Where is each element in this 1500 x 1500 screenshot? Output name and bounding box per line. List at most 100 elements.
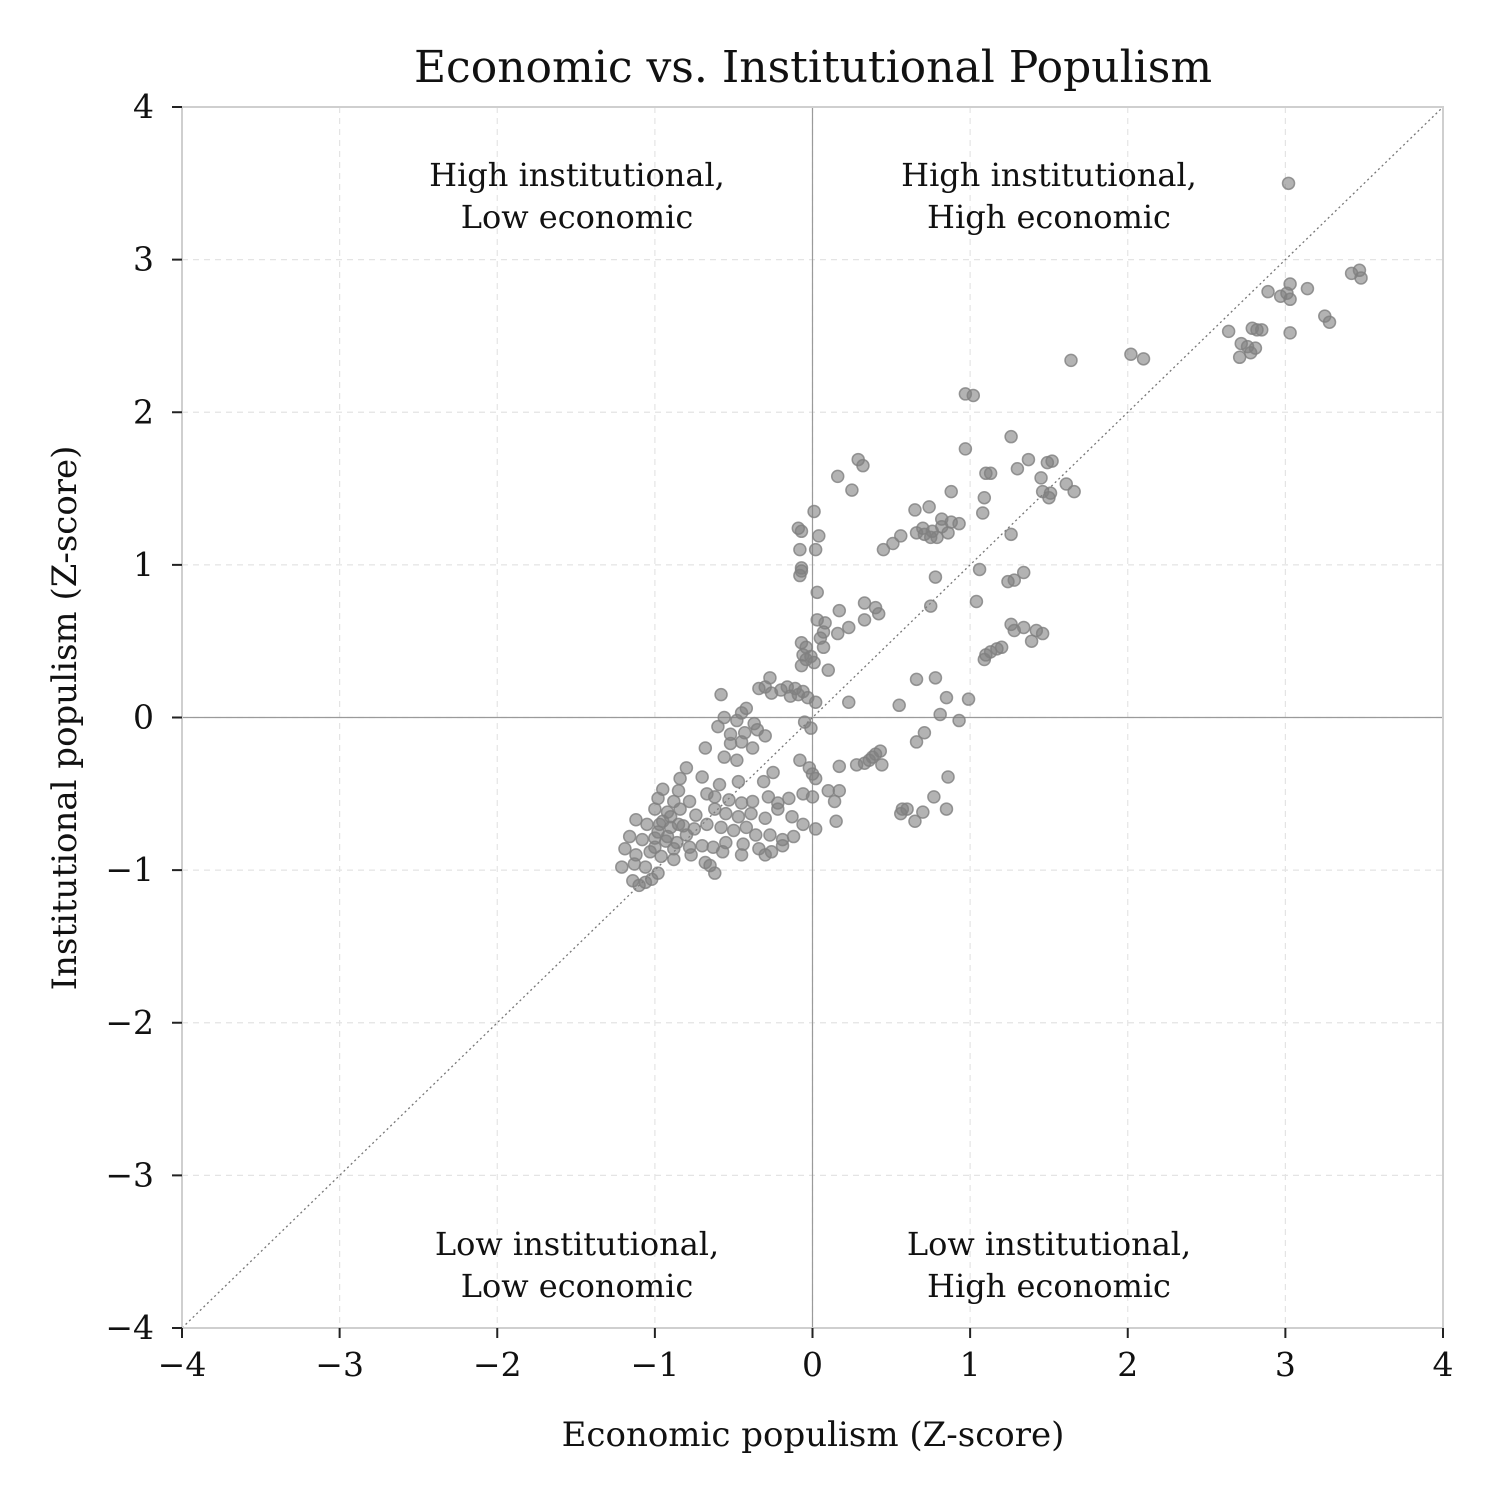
data-point bbox=[933, 707, 947, 722]
data-point bbox=[952, 713, 966, 728]
data-point bbox=[793, 568, 807, 583]
data-point bbox=[1004, 429, 1018, 444]
data-point bbox=[775, 838, 790, 853]
reference-lines bbox=[181, 106, 1444, 1329]
data-point bbox=[810, 585, 824, 600]
y-tick-label: 1 bbox=[133, 545, 154, 584]
y-tick-label: 0 bbox=[133, 698, 154, 737]
data-point bbox=[615, 860, 629, 874]
data-point bbox=[892, 698, 906, 713]
data-point bbox=[808, 695, 823, 709]
quadrant-label-bottom-left-line1: Low institutional, bbox=[435, 1225, 719, 1263]
data-point bbox=[708, 790, 722, 804]
data-point bbox=[871, 606, 886, 621]
chart-title: Economic vs. Institutional Populism bbox=[414, 42, 1212, 93]
data-point bbox=[761, 790, 776, 804]
x-tick-label: 3 bbox=[1275, 1345, 1296, 1384]
data-point bbox=[829, 814, 843, 829]
data-point bbox=[682, 794, 697, 809]
data-point bbox=[916, 805, 930, 819]
data-point bbox=[922, 500, 936, 514]
data-point bbox=[689, 808, 703, 822]
data-point bbox=[894, 806, 908, 821]
data-point bbox=[786, 829, 801, 844]
data-point bbox=[1221, 324, 1236, 339]
y-tick-label: 4 bbox=[133, 87, 154, 126]
data-point bbox=[1045, 454, 1059, 468]
quadrant-label-top-left-line1: High institutional, bbox=[429, 156, 725, 194]
quadrant-label-top-right-line2: High economic bbox=[927, 198, 1171, 236]
data-point bbox=[875, 758, 889, 772]
x-axis-label: Economic populism (Z-score) bbox=[562, 1415, 1065, 1455]
data-point bbox=[794, 658, 809, 673]
data-point bbox=[782, 791, 796, 806]
data-point bbox=[671, 817, 686, 832]
x-tick-label: 2 bbox=[1117, 1345, 1138, 1384]
y-tick-label: 3 bbox=[133, 240, 154, 279]
data-point bbox=[969, 594, 984, 609]
data-point bbox=[734, 848, 749, 862]
data-point bbox=[1064, 353, 1078, 368]
data-point bbox=[1042, 490, 1056, 505]
data-point bbox=[941, 770, 955, 784]
x-tick-label: −3 bbox=[315, 1345, 364, 1384]
data-point bbox=[745, 741, 760, 755]
data-point bbox=[644, 872, 659, 887]
data-point bbox=[626, 874, 640, 888]
data-point bbox=[805, 790, 820, 804]
x-tick-label: 0 bbox=[802, 1345, 823, 1384]
quadrant-label-top-right-line1: High institutional, bbox=[901, 156, 1197, 194]
data-point bbox=[618, 842, 632, 856]
data-point bbox=[752, 681, 766, 696]
data-point bbox=[731, 774, 746, 789]
data-point bbox=[1001, 574, 1015, 589]
data-point bbox=[763, 828, 777, 842]
data-point bbox=[849, 758, 864, 772]
y-tick-label: −3 bbox=[105, 1155, 154, 1194]
x-tick-label: −4 bbox=[158, 1345, 207, 1384]
data-point bbox=[679, 828, 694, 842]
data-point bbox=[1016, 620, 1031, 635]
data-point bbox=[744, 806, 758, 821]
x-tick-label: 4 bbox=[1433, 1345, 1454, 1384]
data-point bbox=[714, 820, 728, 835]
data-point bbox=[679, 761, 694, 775]
data-point bbox=[703, 858, 717, 873]
data-point bbox=[1021, 452, 1036, 467]
data-point bbox=[734, 735, 749, 749]
data-point bbox=[923, 599, 938, 613]
data-point bbox=[1283, 326, 1297, 340]
data-point bbox=[715, 845, 730, 859]
data-point bbox=[842, 695, 856, 709]
data-point bbox=[958, 442, 973, 456]
data-point bbox=[698, 741, 713, 755]
data-point bbox=[785, 809, 799, 824]
data-point bbox=[857, 596, 872, 610]
data-point bbox=[975, 506, 990, 520]
data-point bbox=[731, 809, 746, 824]
data-point bbox=[1034, 471, 1048, 485]
data-point bbox=[756, 774, 771, 789]
data-point bbox=[961, 692, 976, 706]
data-point bbox=[684, 848, 698, 862]
data-point bbox=[622, 829, 637, 844]
data-point bbox=[808, 771, 823, 786]
data-point bbox=[983, 466, 998, 481]
data-point bbox=[1004, 527, 1018, 542]
data-point bbox=[695, 838, 709, 853]
data-point bbox=[660, 829, 675, 844]
data-point bbox=[739, 820, 754, 835]
data-point bbox=[734, 796, 749, 810]
data-point bbox=[821, 663, 836, 677]
data-point bbox=[816, 640, 831, 655]
data-point bbox=[821, 784, 836, 798]
data-point bbox=[1261, 284, 1275, 299]
data-point bbox=[827, 794, 842, 809]
data-point bbox=[845, 483, 859, 497]
data-point bbox=[1322, 315, 1337, 329]
data-point bbox=[1281, 176, 1296, 191]
data-point bbox=[1136, 352, 1151, 366]
data-point bbox=[830, 626, 845, 641]
data-point bbox=[764, 686, 779, 700]
x-tick-label: −1 bbox=[631, 1345, 680, 1384]
